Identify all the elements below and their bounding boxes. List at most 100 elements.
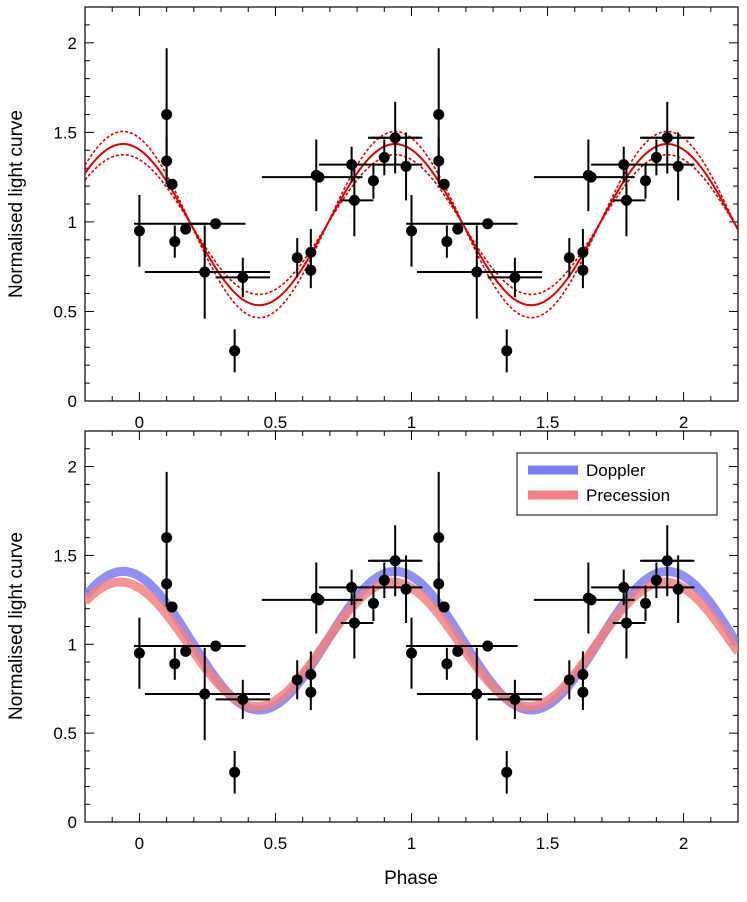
data-point [199,266,211,278]
data-point [441,236,453,248]
data-point [563,252,575,264]
data-point [406,647,417,659]
data-point [169,236,181,248]
data-point [438,601,450,613]
data-point [433,532,445,544]
data-point [313,594,325,606]
data-point [452,645,464,657]
data-point [509,693,521,705]
data-point [367,597,379,609]
bottom-y-axis-label: Normalised light curve [6,532,27,720]
data-point [406,225,417,237]
data-point [471,688,483,700]
top-panel: 0 0.5 1 1.5 2 0 0.5 1 1.5 2 [53,6,739,432]
data-point [433,578,445,590]
data-point [237,271,249,283]
data-point [400,160,412,172]
data-point [161,578,173,590]
model-best-fit-curve [85,142,738,307]
x-tick-label: 1 [407,834,416,853]
data-point [199,688,211,700]
data-point [291,252,303,264]
data-point [229,345,241,357]
bottom-panel: 0 0.5 1 1.5 2 0 0.5 1 1.5 2 [53,430,739,853]
x-tick-label: 1.5 [536,834,560,853]
data-point [346,159,358,171]
data-point [180,223,192,235]
x-tick-label: 0.5 [264,413,288,432]
data-point [501,766,513,778]
data-point [618,159,630,171]
x-tick-label: 0 [135,834,144,853]
data-point [672,160,684,172]
data-point [639,597,651,609]
y-tick-label: 1.5 [53,546,77,565]
data-point [639,175,651,187]
data-point [577,668,589,680]
data-point [501,345,513,357]
data-point [180,645,192,657]
data-point [389,132,401,144]
data-point [291,674,303,686]
data-point [313,171,325,183]
data-point [237,693,249,705]
data-point [482,640,494,652]
y-tick-label: 0.5 [53,724,77,743]
data-point [166,178,178,190]
legend-box [516,452,718,516]
data-point [210,640,222,652]
data-point [620,617,632,629]
data-point [133,647,145,659]
data-point [585,594,597,606]
x-tick-label: 0.5 [264,834,288,853]
y-tick-label: 0 [68,392,77,411]
legend: Doppler Precession [516,452,718,516]
data-point [620,194,632,206]
data-point [378,151,390,163]
y-tick-label: 2 [68,34,77,53]
data-point [348,617,360,629]
x-axis-label: Phase [384,868,438,889]
data-point [367,175,379,187]
data-point [577,246,589,258]
x-tick-label: 1 [407,413,416,432]
data-point [661,555,673,567]
data-point [433,155,445,167]
x-tick-label: 2 [679,834,688,853]
data-point [389,555,401,567]
y-tick-label: 1 [68,213,77,232]
y-tick-label: 0.5 [53,302,77,321]
data-point [133,225,145,237]
data-point [166,601,178,613]
data-point [650,151,662,163]
data-point [161,108,173,120]
data-point [378,574,390,586]
y-tick-label: 2 [68,458,77,477]
data-point [169,658,181,670]
data-point [348,194,360,206]
data-point [618,581,630,593]
model-lower-bound-curve [85,153,738,296]
data-point [441,658,453,670]
data-point [471,266,483,278]
data-point [509,271,521,283]
data-point [672,583,684,595]
data-point [161,532,173,544]
data-point [346,581,358,593]
x-tick-label: 1.5 [536,413,560,432]
data-point [438,178,450,190]
y-tick-label: 1.5 [53,123,77,142]
legend-label-precession: Precession [586,486,670,505]
data-point [563,674,575,686]
data-point [650,574,662,586]
data-point [433,108,445,120]
x-tick-label: 2 [679,413,688,432]
x-tick-label: 0 [135,413,144,432]
data-point [161,155,173,167]
data-point [210,218,222,230]
data-point [229,766,241,778]
top-y-axis-label: Normalised light curve [6,110,27,298]
data-point [400,583,412,595]
